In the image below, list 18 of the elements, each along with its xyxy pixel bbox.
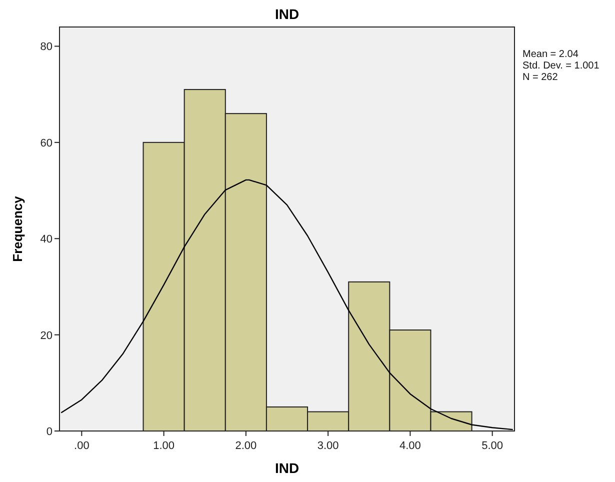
text: Std. Dev. = 1.001 <box>522 60 600 72</box>
y-tick-label: 0 <box>46 426 52 438</box>
line-series <box>60 179 514 430</box>
x-tick-label: 2.00 <box>235 440 257 452</box>
x-tick-label: 3.00 <box>317 440 339 452</box>
x-tick-label: 5.00 <box>482 440 504 452</box>
y-tick-label: 20 <box>40 330 52 342</box>
x-tick-label: 1.00 <box>153 440 175 452</box>
chart-title: IND <box>274 6 300 22</box>
x-axis-title: IND <box>274 460 300 476</box>
text: N = 262 <box>522 72 558 83</box>
y-tick-label: 60 <box>40 137 52 150</box>
y-tick-label: 80 <box>40 41 52 54</box>
y-tick-label: 40 <box>40 234 52 246</box>
x-tick-label: 4.00 <box>399 440 421 452</box>
y-axis-title: Frequency <box>10 195 25 262</box>
text: Mean = 2.04 <box>522 49 579 60</box>
x-tick-label: .00 <box>74 440 90 452</box>
